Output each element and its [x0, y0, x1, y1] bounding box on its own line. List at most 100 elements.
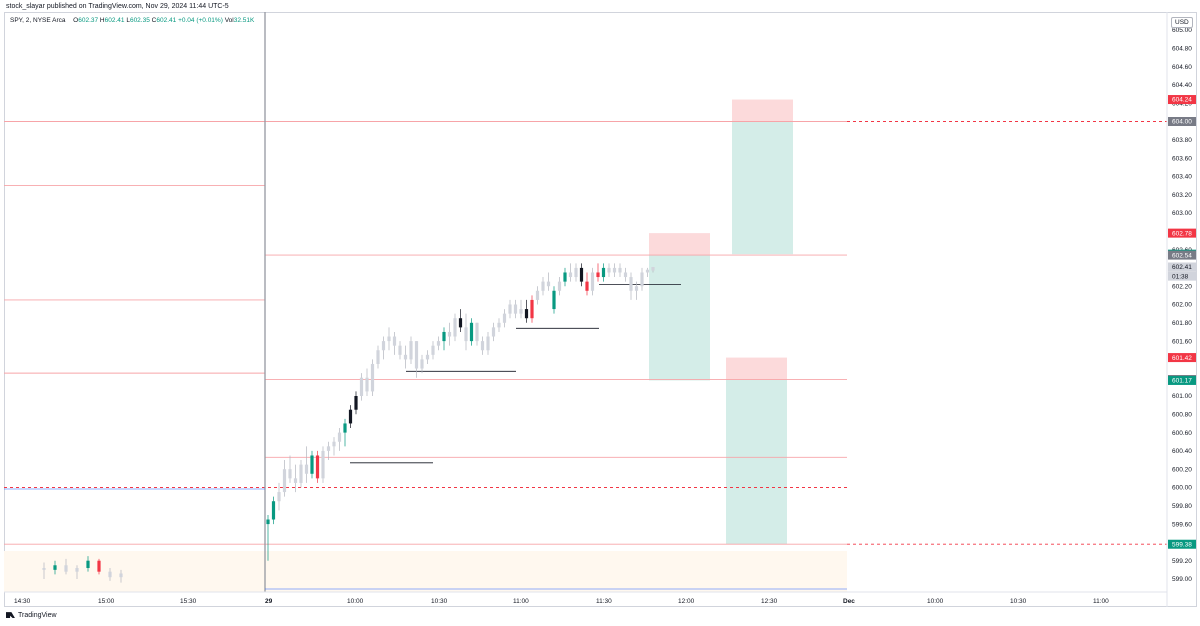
price-label-bg [1168, 539, 1196, 549]
candle-body [321, 450, 325, 479]
candle-body [530, 299, 534, 319]
x-tick-label: 29 [265, 598, 273, 605]
y-tick-label: 603.80 [1172, 137, 1192, 144]
candle-body [629, 277, 633, 291]
candle-body [403, 354, 408, 360]
candle-body [277, 492, 281, 502]
price-label: 602.41 [1172, 264, 1192, 271]
candle-body [480, 341, 485, 351]
candle-body [359, 377, 364, 396]
candle-body [436, 341, 441, 346]
candle-body [282, 469, 287, 493]
horizontal-levels [4, 121, 1167, 545]
candle-body [315, 455, 320, 479]
target-zone [726, 379, 787, 545]
candle-body [442, 331, 446, 342]
price-label-bg [1168, 353, 1196, 363]
session-fill [4, 551, 847, 592]
candle-body [607, 267, 611, 273]
candle-body [381, 341, 386, 351]
volume-value: 32.51K [233, 17, 255, 24]
price-chart[interactable]: 599.00599.20599.40599.60599.80600.00600.… [4, 12, 1197, 607]
y-tick-label: 599.60 [1172, 521, 1192, 528]
open-label: O [73, 17, 79, 24]
close-value: 602.41 [156, 17, 177, 24]
volume-label: Vol [224, 17, 234, 24]
candle-body [497, 322, 501, 328]
candle-body [513, 304, 518, 314]
candle-body [541, 281, 545, 291]
y-tick-label: 600.60 [1172, 430, 1192, 437]
brand-label: TradingView [18, 612, 57, 619]
candle-body [326, 446, 331, 451]
candle-body [42, 568, 46, 570]
price-label: 601.42 [1172, 355, 1192, 362]
candle-body [502, 313, 507, 323]
candle-body [464, 327, 468, 342]
price-label: 604.24 [1172, 97, 1192, 104]
candle-body [453, 318, 457, 337]
candle-body [365, 377, 369, 392]
y-tick-label: 603.40 [1172, 174, 1192, 181]
candle-body [64, 565, 68, 572]
y-tick-label: 599.20 [1172, 558, 1192, 565]
low-value: 602.35 [129, 17, 150, 24]
candle-body [119, 573, 123, 578]
price-label-bg [1168, 262, 1196, 272]
stop-zone [732, 99, 793, 122]
candle-body [579, 267, 584, 282]
candle-body [288, 469, 292, 479]
y-tick-label: 604.60 [1172, 64, 1192, 71]
price-label: 602.54 [1172, 252, 1192, 259]
horizontal-markers [350, 283, 681, 464]
x-tick-label: 10:30 [1010, 598, 1027, 605]
candle-body [392, 336, 397, 346]
open-value: 602.37 [78, 17, 99, 24]
candle-body [546, 281, 551, 287]
y-tick-label: 601.60 [1172, 338, 1192, 345]
candle-body [97, 560, 101, 572]
target-zone [649, 255, 710, 381]
candle-body [266, 519, 270, 525]
y-axis-ticks: 599.00599.20599.40599.60599.80600.00600.… [1172, 27, 1192, 583]
candle-body [469, 322, 474, 342]
y-tick-label: 605.00 [1172, 27, 1192, 34]
candle-body [585, 281, 589, 291]
y-tick-label: 604.40 [1172, 82, 1192, 89]
y-tick-label: 602.20 [1172, 283, 1192, 290]
change-value: +0.04 (+0.01%) [178, 17, 223, 24]
stop-zone [649, 233, 710, 256]
y-tick-label: 599.80 [1172, 503, 1192, 510]
high-label: H [99, 17, 105, 24]
candle-body [271, 501, 276, 520]
candle-body [458, 318, 463, 328]
candle-body [376, 350, 380, 364]
candle-body [535, 290, 540, 300]
candle-body [524, 309, 529, 319]
x-tick-label: 11:00 [513, 598, 529, 605]
y-tick-label: 600.00 [1172, 485, 1192, 492]
candle-body [310, 455, 314, 474]
candle-body [601, 267, 606, 278]
price-label-bg [1168, 117, 1196, 126]
ohlc-legend: SPY, 2, NYSE Arca O602.37 H602.41 L602.3… [10, 17, 254, 24]
price-label: 601.17 [1172, 378, 1192, 385]
candle-body [508, 304, 512, 314]
candle-body [343, 423, 347, 433]
y-tick-label: 602.00 [1172, 302, 1192, 309]
currency-button[interactable]: USD [1171, 17, 1193, 28]
x-tick-label: 12:30 [761, 598, 778, 605]
candle-body [563, 272, 567, 282]
y-tick-label: 604.80 [1172, 46, 1192, 53]
publisher-line: stock_slayar published on TradingView.co… [6, 3, 229, 10]
x-axis-ticks: 14:30 15:00 15:30 29 10:00 10:30 11:00 11:30 12:… [14, 598, 1109, 605]
y-tick-label: 601.80 [1172, 320, 1192, 327]
candle-body [568, 272, 573, 278]
price-label: 602.78 [1172, 230, 1192, 237]
candle-body [293, 478, 298, 483]
price-label-bg [1168, 228, 1196, 238]
price-label-bg [1168, 95, 1196, 105]
target-zone [732, 121, 793, 255]
x-tick-label: 14:30 [14, 598, 31, 605]
price-label: 599.38 [1172, 541, 1192, 548]
